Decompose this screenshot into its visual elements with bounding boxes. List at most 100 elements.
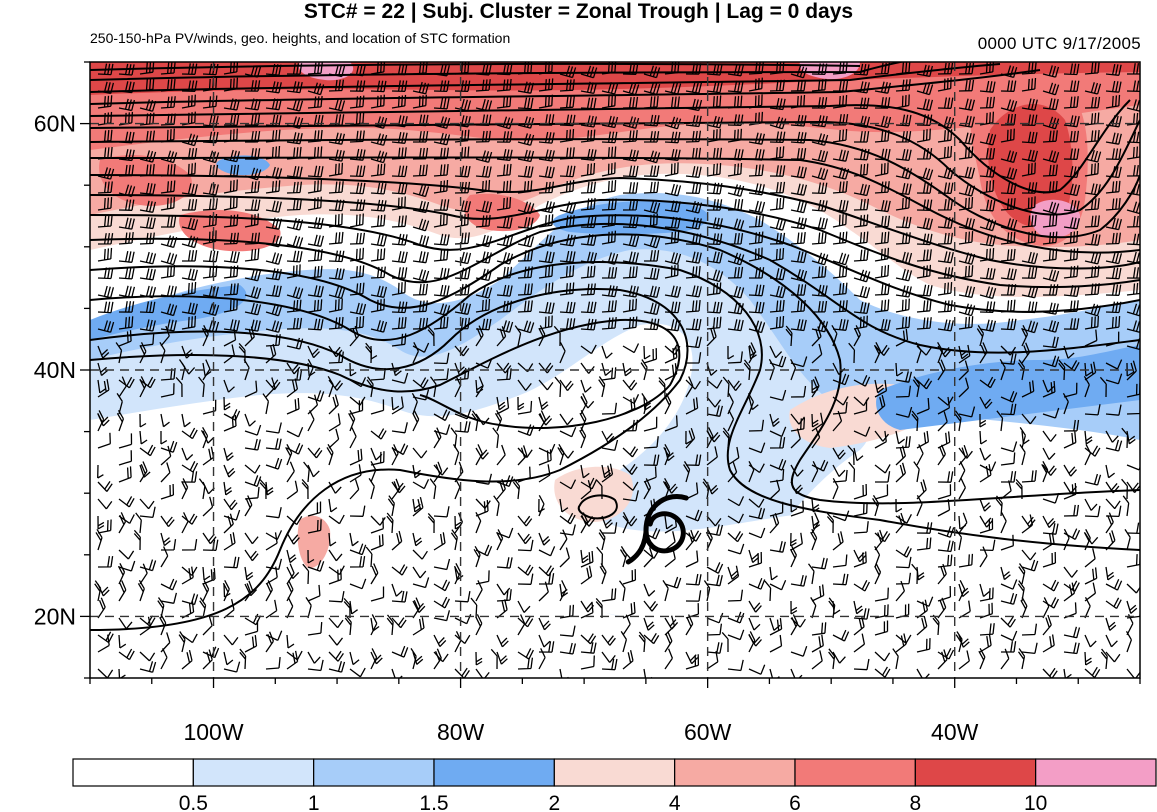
- wind-barb: [349, 182, 366, 195]
- wind-barb: [223, 379, 235, 393]
- wind-barb: [286, 461, 295, 483]
- wind-barb: [454, 408, 472, 420]
- wind-barb: [874, 215, 891, 228]
- wind-barb: [1084, 183, 1101, 196]
- wind-barb: [580, 233, 597, 246]
- wind-barb: [958, 252, 976, 265]
- wind-barb: [160, 532, 171, 547]
- wind-barb: [622, 234, 640, 248]
- wind-barb: [1042, 130, 1058, 143]
- wind-barb: [286, 132, 303, 145]
- wind-barb: [559, 301, 576, 314]
- wind-barb: [685, 251, 702, 264]
- wind-barb: [97, 634, 110, 653]
- wind-barb: [601, 300, 617, 313]
- wind-barb: [1126, 600, 1138, 614]
- wind-barb: [706, 251, 723, 264]
- wind-barb: [387, 495, 395, 517]
- wind-barb: [244, 302, 262, 316]
- wind-barb: [412, 251, 429, 264]
- wind-barb: [391, 233, 408, 246]
- wind-barb: [749, 267, 765, 279]
- wind-barb: [664, 346, 678, 364]
- wind-barb: [1000, 248, 1016, 262]
- wind-barb: [223, 556, 240, 569]
- wind-barb: [622, 481, 639, 491]
- wind-barb: [181, 315, 197, 330]
- wind-barb: [1000, 218, 1018, 231]
- wind-barb: [685, 165, 702, 179]
- wind-barb: [496, 63, 513, 76]
- wind-barb: [937, 431, 951, 449]
- wind-barb: [911, 410, 919, 432]
- wind-barb: [412, 164, 428, 177]
- wind-barb: [832, 554, 848, 568]
- wind-barb: [853, 163, 869, 177]
- wind-barb: [1105, 166, 1122, 179]
- wind-barb: [580, 65, 598, 79]
- wind-barb: [958, 512, 968, 534]
- axis-ticks: [80, 61, 1141, 688]
- wind-barb: [223, 149, 241, 163]
- wind-barb: [1021, 267, 1038, 279]
- wind-barb: [1000, 390, 1018, 403]
- wind-barb: [826, 512, 834, 534]
- wind-barb: [559, 147, 575, 160]
- wind-barb: [601, 402, 618, 415]
- wind-barb: [664, 393, 672, 415]
- wind-barb: [848, 342, 856, 364]
- wind-barb: [1084, 361, 1097, 381]
- wind-barb: [349, 377, 367, 388]
- wind-barb: [517, 573, 534, 585]
- wind-barb: [580, 344, 597, 355]
- wind-barb: [202, 285, 219, 298]
- wind-barb: [244, 167, 262, 181]
- wind-barb: [1000, 480, 1012, 500]
- wind-barb: [769, 218, 787, 231]
- wind-barb: [349, 130, 365, 143]
- wind-barb: [391, 372, 409, 384]
- wind-barb: [1000, 441, 1018, 453]
- wind-barb: [643, 65, 661, 79]
- wind-barb: [244, 580, 254, 602]
- wind-barb: [958, 196, 974, 211]
- wind-barb: [559, 426, 577, 438]
- wind-barb: [832, 95, 848, 109]
- wind-barb: [517, 466, 531, 483]
- wind-barb: [139, 615, 156, 627]
- wind-barb: [182, 250, 198, 262]
- wind-barb: [1063, 300, 1079, 313]
- wind-barb: [1105, 115, 1122, 128]
- wind-barb: [475, 325, 484, 347]
- wind-barb: [286, 286, 304, 300]
- wind-barb: [916, 299, 932, 313]
- wind-barb: [916, 182, 933, 194]
- wind-barb: [118, 580, 127, 602]
- wind-barb: [1126, 267, 1140, 279]
- wind-barb: [958, 461, 966, 483]
- wind-barb: [727, 266, 744, 279]
- wind-barb: [160, 632, 171, 653]
- map-panel: [90, 62, 1140, 678]
- wind-barb: [412, 410, 420, 432]
- wind-barb: [996, 410, 1004, 432]
- wind-barb: [643, 668, 653, 678]
- wind-barb: [601, 658, 618, 671]
- wind-barb: [916, 148, 933, 160]
- wind-barb: [811, 265, 827, 279]
- wind-barb: [286, 397, 300, 415]
- wind-barb: [223, 344, 235, 364]
- wind-barb: [118, 376, 135, 389]
- wind-barb: [790, 428, 801, 449]
- wind-barb: [265, 285, 282, 298]
- wind-barb: [538, 181, 555, 194]
- wind-barb: [1063, 199, 1080, 213]
- wind-barb: [727, 148, 744, 161]
- wind-barb: [492, 427, 500, 449]
- wind-barb: [937, 499, 951, 517]
- wind-barb: [643, 150, 661, 164]
- wind-barb: [685, 285, 702, 298]
- wind-barb: [1000, 318, 1017, 331]
- wind-barb: [391, 147, 407, 160]
- wind-barb: [958, 345, 969, 360]
